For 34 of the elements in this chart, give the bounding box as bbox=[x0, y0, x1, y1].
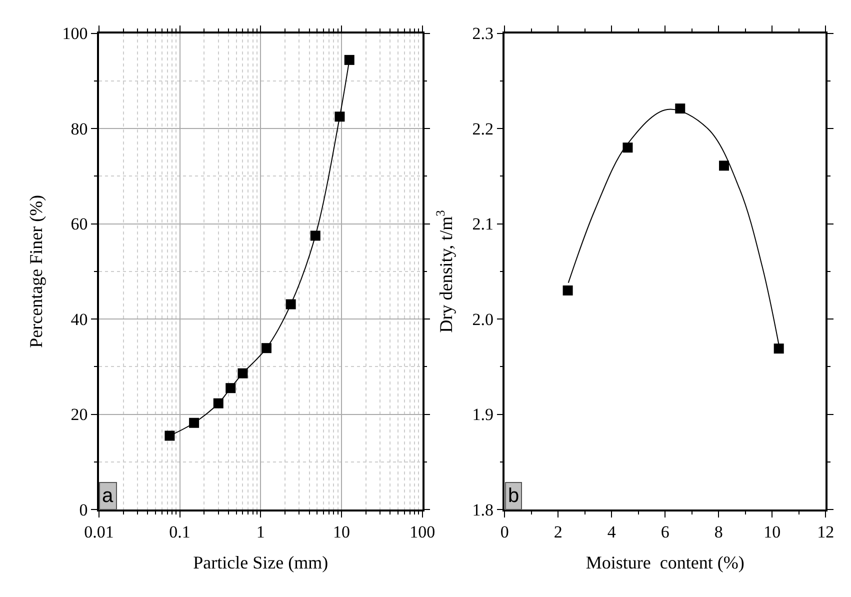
x-tick-label: 4 bbox=[607, 522, 616, 542]
annotation: a bbox=[102, 485, 114, 507]
x-axis-title: Moisture content (%) bbox=[586, 552, 744, 572]
y-tick-label: 2.2 bbox=[472, 119, 494, 138]
y-tick-label: 1.9 bbox=[472, 405, 494, 424]
y-tick-label: 20 bbox=[70, 405, 88, 424]
y-tick-label: 0 bbox=[79, 500, 88, 520]
x-axis-title: Particle Size (mm) bbox=[193, 552, 328, 572]
point bbox=[675, 104, 686, 114]
x-tick-label: 0.1 bbox=[169, 522, 190, 542]
annotation: b bbox=[508, 485, 520, 507]
y-axis-title: Percentage Finer (%) bbox=[26, 194, 46, 348]
x-tick-label: 2 bbox=[554, 522, 562, 542]
y-tick-label: 2.3 bbox=[472, 24, 494, 44]
x-tick-label: 12 bbox=[817, 522, 834, 542]
point bbox=[719, 160, 730, 171]
point bbox=[622, 142, 633, 153]
y-tick-label: 2.1 bbox=[472, 214, 494, 234]
y-tick-label: 40 bbox=[70, 310, 88, 329]
x-tick-label: 10 bbox=[764, 522, 781, 542]
y-tick-label: 60 bbox=[70, 214, 88, 234]
x-tick-label: 0 bbox=[500, 522, 509, 542]
point bbox=[774, 344, 784, 354]
x-tick-label: 100 bbox=[410, 522, 436, 542]
x-tick-label: 1 bbox=[256, 522, 265, 542]
y-tick-label: 100 bbox=[62, 24, 88, 44]
y-tick-label: 1.8 bbox=[472, 500, 494, 520]
y-tick-label: 80 bbox=[70, 119, 88, 138]
point bbox=[562, 285, 573, 296]
x-tick-label: 6 bbox=[660, 522, 670, 542]
x-tick-label: 8 bbox=[714, 522, 723, 542]
x-tick-label: 0.01 bbox=[84, 522, 114, 542]
x-tick-label: 10 bbox=[333, 522, 350, 542]
y-tick-label: 2.0 bbox=[472, 310, 494, 329]
